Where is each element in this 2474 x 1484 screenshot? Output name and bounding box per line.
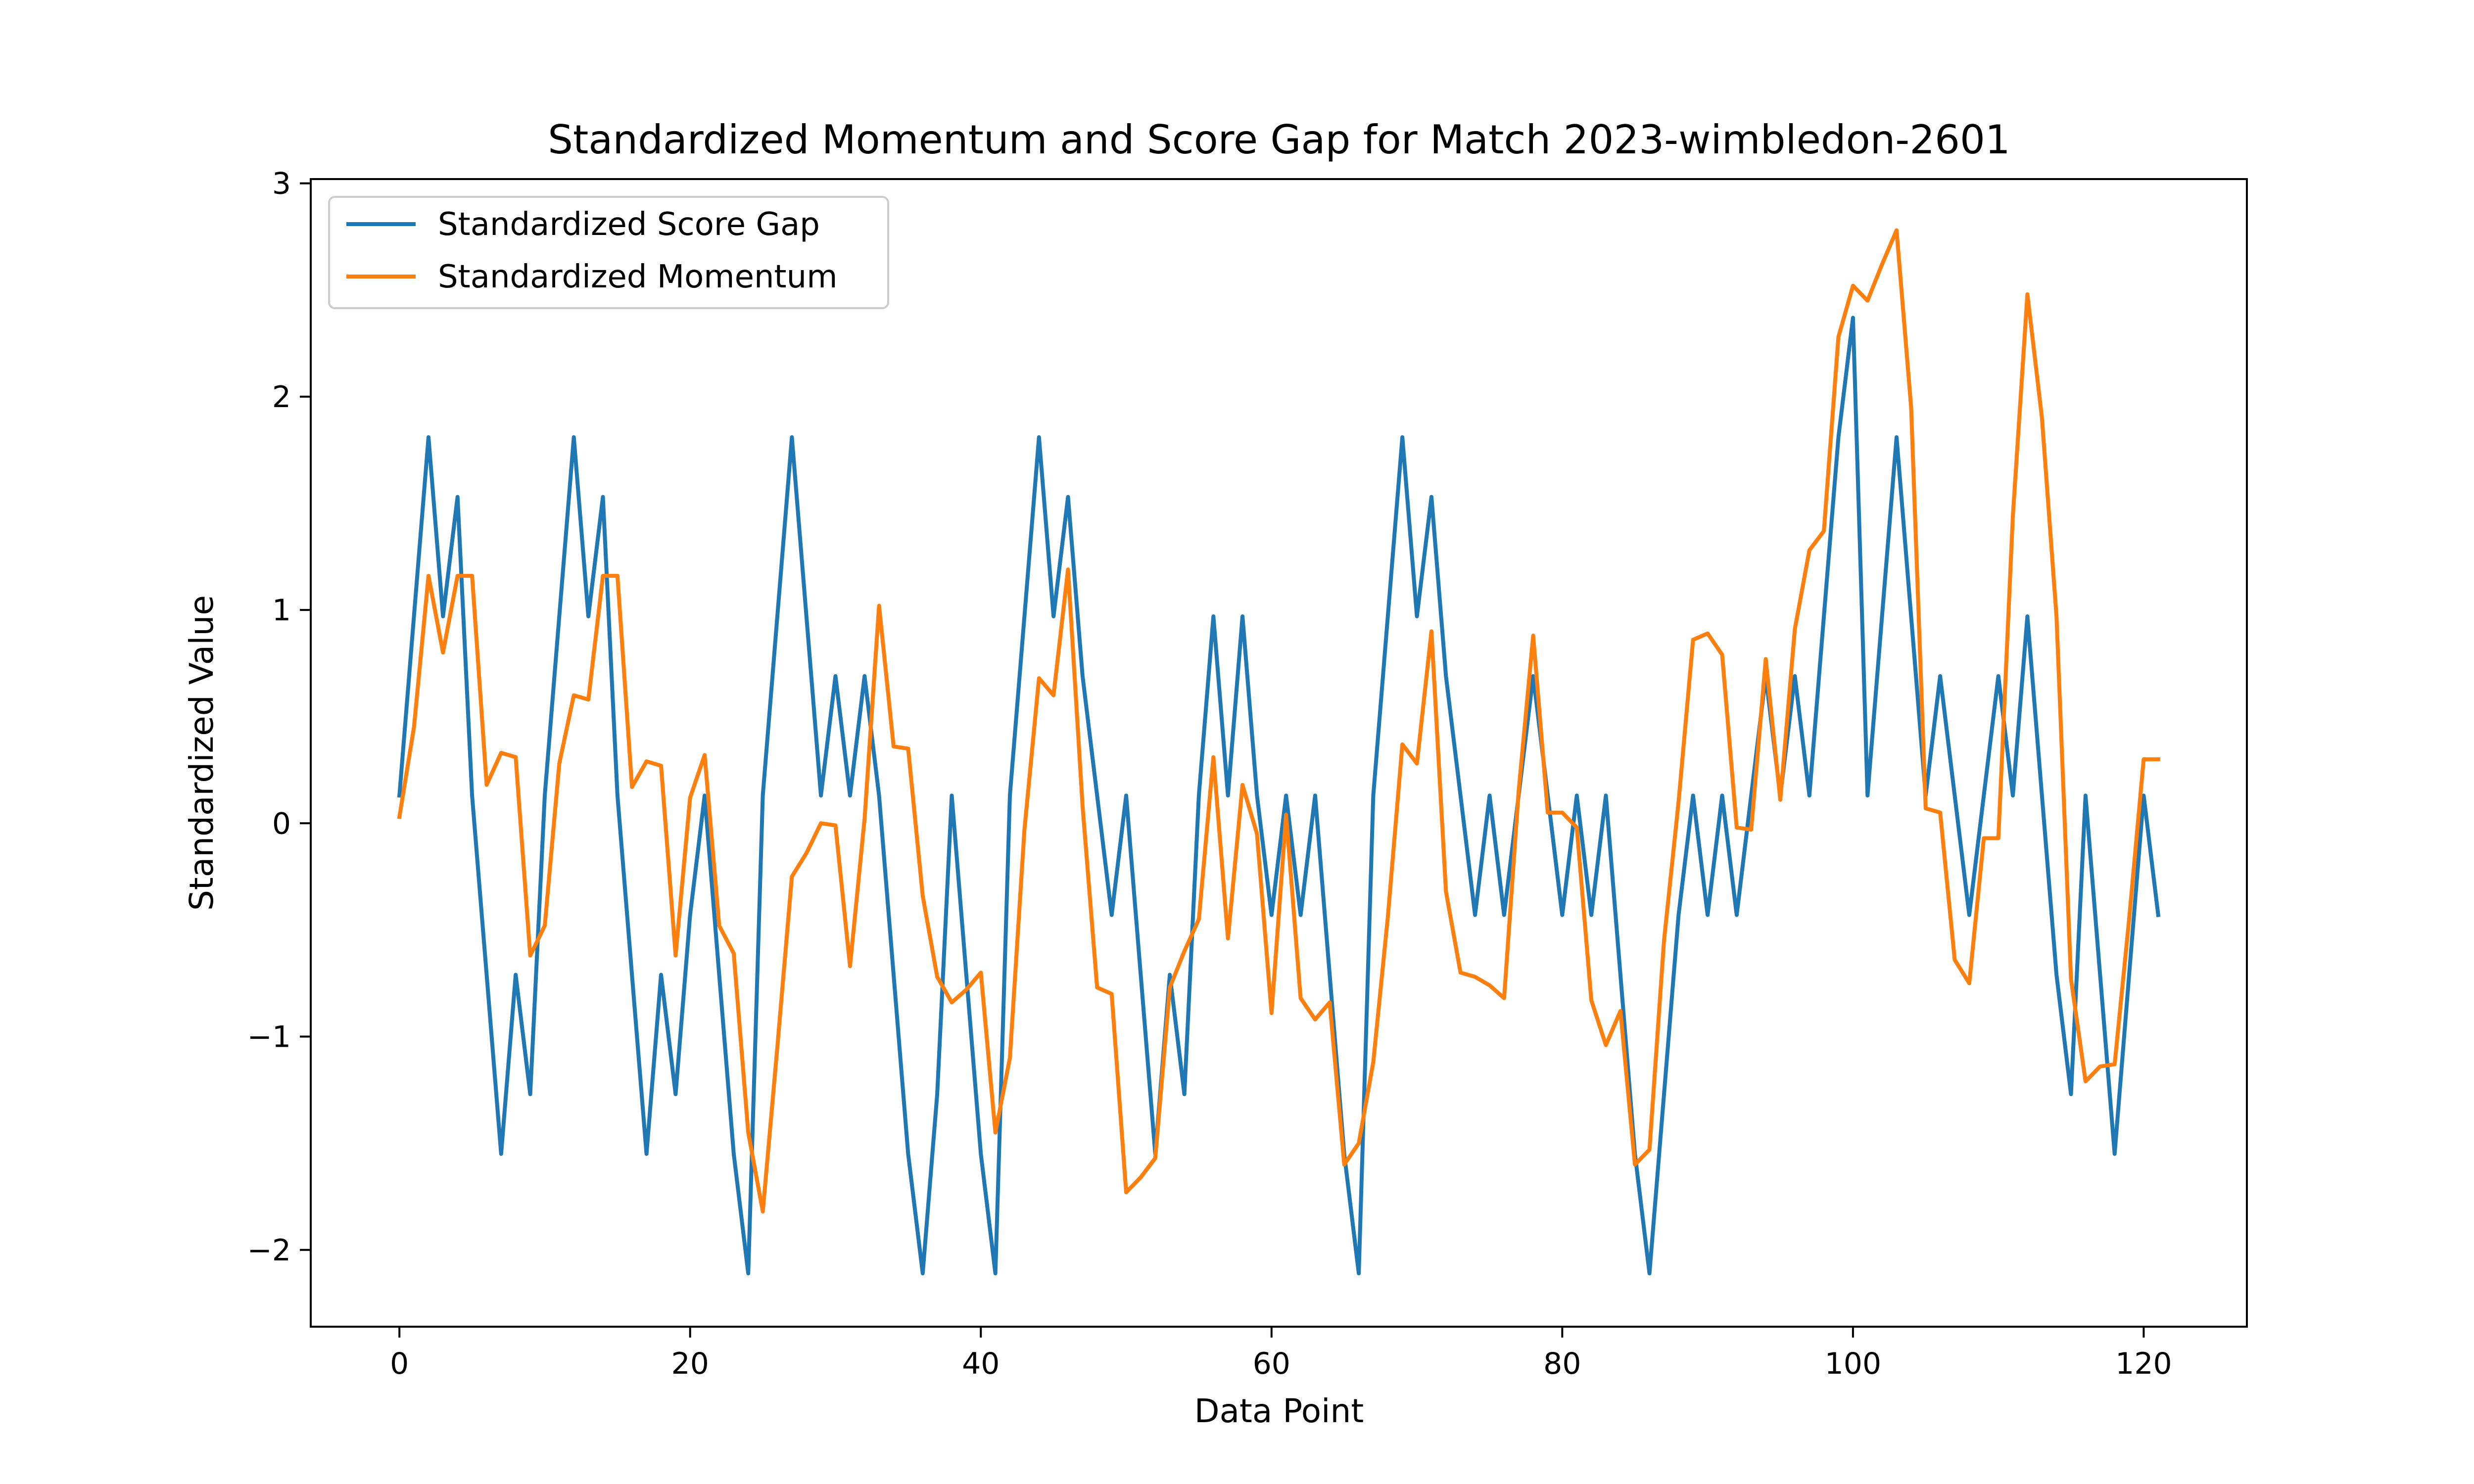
- plot-area-frame: [310, 178, 2248, 1328]
- x-tick-label: 120: [2115, 1346, 2172, 1381]
- x-tick-label: 60: [1253, 1346, 1290, 1381]
- y-tick-label: 3: [272, 167, 291, 201]
- x-tick-label: 100: [1825, 1346, 1882, 1381]
- y-tick-label: −2: [247, 1233, 291, 1268]
- y-tick-label: −1: [247, 1020, 291, 1055]
- y-tick-label: 2: [272, 380, 291, 415]
- x-axis: 0 20 40 60 80 100 120: [390, 1327, 2172, 1381]
- x-tick-label: 80: [1543, 1346, 1581, 1381]
- series-line-2: [397, 228, 2160, 1214]
- legend-box: [328, 196, 889, 309]
- series-line-1: [397, 316, 2161, 1276]
- y-axis-label: Standardized Value: [183, 595, 221, 911]
- series-lines: [397, 228, 2161, 1276]
- x-tick-label: 0: [390, 1346, 409, 1381]
- legend-label-1: Standardized Score Gap: [438, 206, 820, 243]
- y-tick-label: 1: [272, 593, 291, 628]
- chart-title: Standardized Momentum and Score Gap for …: [548, 117, 2010, 163]
- x-axis-label: Data Point: [1194, 1392, 1364, 1430]
- x-tick-label: 40: [962, 1346, 999, 1381]
- y-axis: −2 −1 0 1 2 3: [247, 167, 311, 1268]
- legend: Standardized Score Gap Standardized Momen…: [328, 196, 889, 309]
- legend-label-2: Standardized Momentum: [438, 259, 838, 295]
- y-tick-label: 0: [272, 806, 291, 841]
- x-tick-label: 20: [671, 1346, 709, 1381]
